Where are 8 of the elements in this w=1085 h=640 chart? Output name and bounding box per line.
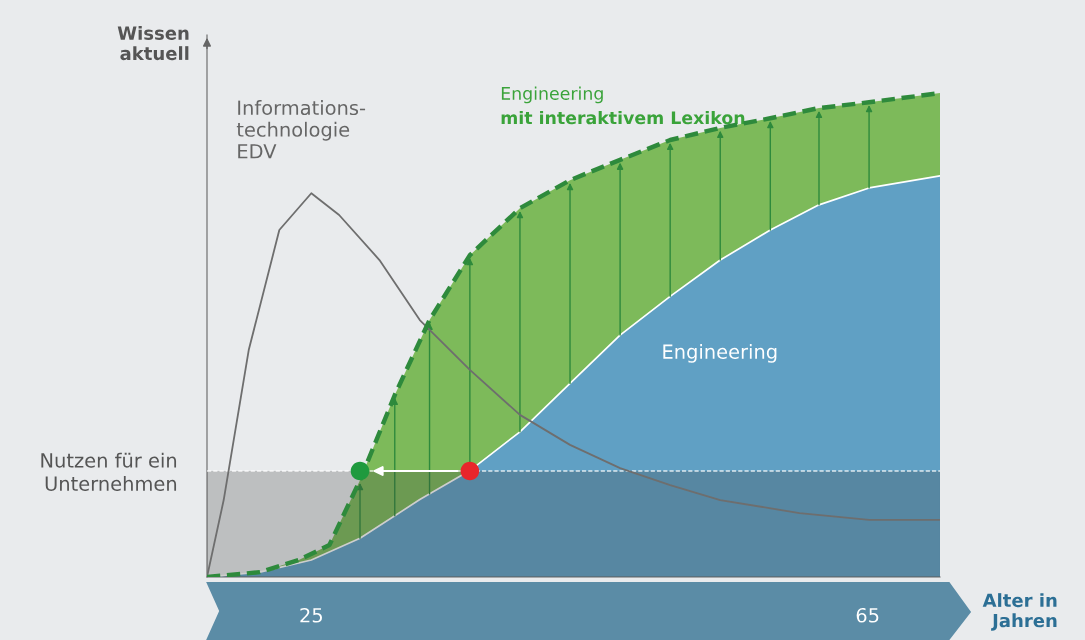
series-label: Engineering — [663, 343, 777, 363]
y-axis-title: Wissen aktuell — [117, 25, 189, 61]
x-tick-label: 65 — [856, 607, 879, 623]
band-label: Nutzen für ein Unternehmen — [41, 452, 177, 491]
text: Informations- technologie EDV — [236, 100, 366, 159]
x-tick-label: 25 — [300, 607, 322, 623]
x-axis-title: Alter in Jahren — [982, 593, 1057, 631]
series-label: Engineering mit interaktivem Lexikon — [501, 86, 745, 125]
